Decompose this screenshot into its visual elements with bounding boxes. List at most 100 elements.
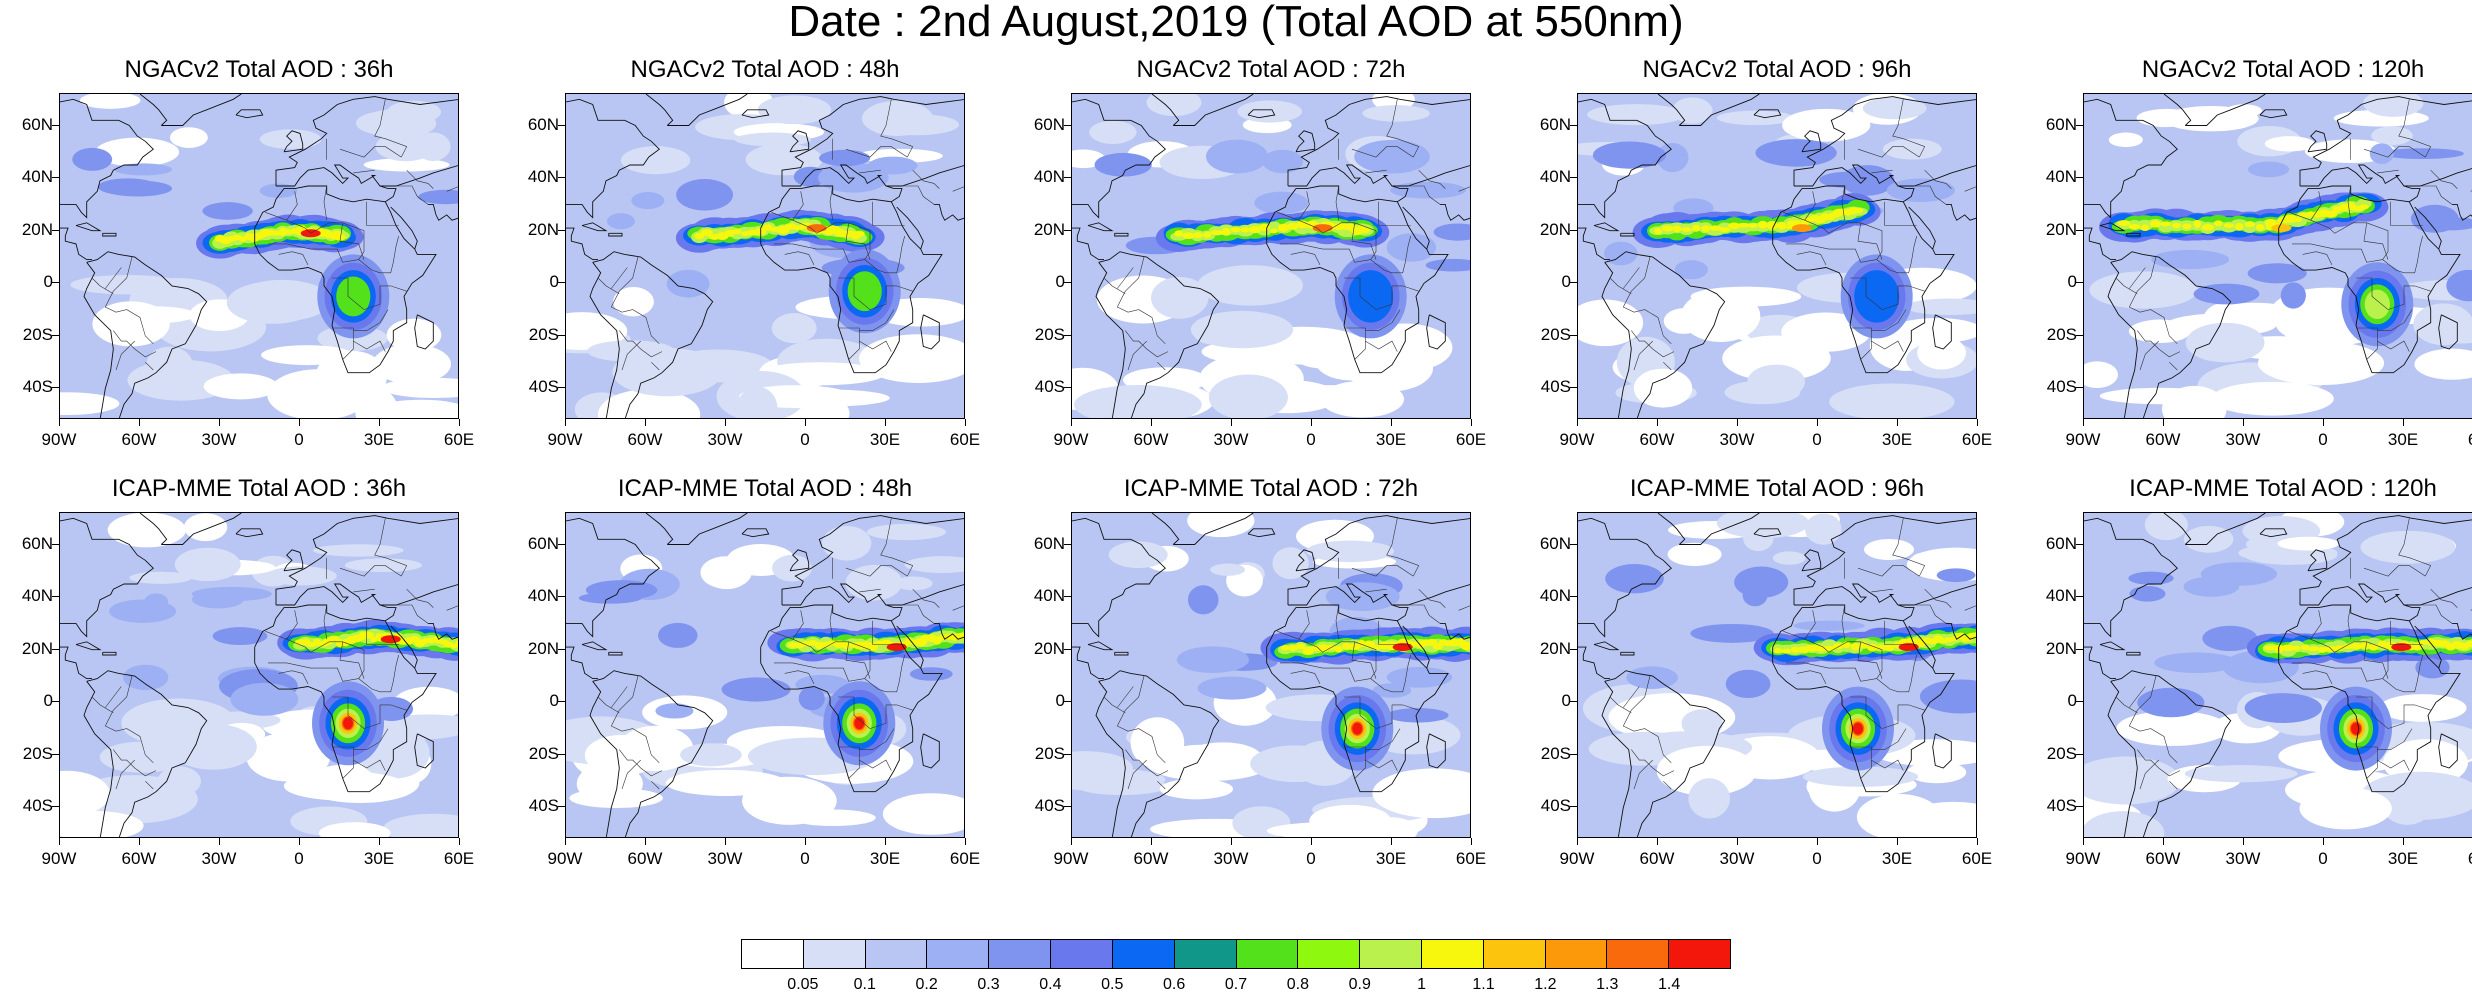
coastline (235, 528, 264, 538)
lon-label: 30E (1375, 849, 1407, 868)
country-border (1623, 686, 1640, 708)
low-aod-area (1781, 312, 1871, 352)
lon-tick (1737, 838, 1738, 845)
lat-tick (1570, 387, 1577, 389)
country-border (2115, 696, 2138, 714)
coastline (60, 646, 92, 680)
figure-title: Date : 2nd August,2019 (Total AOD at 550… (788, 0, 1684, 46)
country-border (2356, 277, 2405, 310)
lon-tick (1231, 419, 1232, 426)
moderate-aod-area (1793, 620, 1865, 631)
lon-tick (645, 419, 646, 426)
lon-tick (299, 419, 300, 426)
low-aod-area (2084, 811, 2165, 837)
coastline (2452, 622, 2472, 640)
lon-tick (139, 838, 140, 845)
lon-tick (885, 838, 886, 845)
country-border (1335, 185, 1339, 221)
lon-tick (1471, 419, 1472, 426)
coastline (1151, 94, 1180, 126)
country-border (1277, 631, 1377, 682)
low-aod-area (1108, 541, 1168, 568)
country-border (838, 327, 892, 352)
coastline (667, 513, 748, 545)
lon-tick (1071, 419, 1072, 426)
country-border (1914, 185, 1947, 205)
country-border (621, 340, 641, 371)
country-border (880, 518, 914, 577)
lon-tick (1977, 838, 1978, 845)
coastline (1426, 733, 1446, 769)
colorbar-label: 0.8 (1286, 976, 1309, 993)
aod-blobs (60, 513, 458, 837)
coastline (1426, 314, 1446, 350)
coastline (2414, 206, 2442, 250)
low-aod-area (267, 369, 370, 418)
colorbar-label: 1.3 (1596, 976, 1619, 993)
country-border (1876, 235, 1917, 274)
lon-label: 0 (1306, 849, 1316, 868)
country-border (880, 99, 914, 158)
smoke-plume-peak (1853, 722, 1863, 735)
country-border (1277, 212, 1377, 263)
country-border (115, 340, 135, 371)
lon-tick (565, 838, 566, 845)
moderate-aod-area (721, 677, 791, 702)
map-panel: NGACv2 Total AOD : 96h (1577, 57, 1977, 419)
country-border (771, 631, 871, 682)
country-border (1127, 759, 1147, 790)
low-aod-area (2128, 319, 2191, 344)
country-border (902, 185, 935, 205)
lat-label: 20S (1034, 324, 1065, 344)
coastline (1072, 98, 1166, 219)
low-aod-area (99, 741, 185, 773)
country-border (886, 704, 913, 711)
dust-plume (2140, 224, 2150, 232)
low-aod-area (2414, 348, 2472, 380)
country-border (1365, 728, 1401, 750)
country-border (91, 277, 114, 295)
coastline (1753, 528, 1782, 538)
lat-tick (558, 543, 565, 545)
moderate-aod-area (631, 192, 665, 210)
country-border (1117, 686, 1134, 708)
moderate-aod-area (1325, 582, 1400, 611)
lat-label: 40S (528, 796, 559, 816)
country-border (848, 760, 860, 779)
lat-label: 20N (21, 638, 53, 658)
lat-tick (2076, 334, 2083, 336)
country-border (1117, 267, 1134, 289)
coastline (390, 625, 418, 669)
lon-tick (2163, 419, 2164, 426)
low-aod-area (2210, 381, 2334, 416)
lon-label: 60W (627, 430, 663, 449)
lat-label: 40N (527, 586, 559, 606)
low-aod-area (1372, 768, 1470, 819)
country-border (1351, 641, 1377, 679)
country-border (1354, 341, 1366, 360)
dust-plume (1966, 632, 1976, 639)
low-aod-area (1681, 709, 1723, 738)
dust-plume (1360, 227, 1371, 234)
aod-blobs (1582, 513, 1976, 837)
country-border (1157, 780, 1166, 790)
map-frame (565, 512, 965, 838)
low-aod-area (597, 389, 701, 418)
lat-label: 40N (1033, 586, 1065, 606)
country-border (1351, 222, 1377, 260)
low-aod-area (1159, 778, 1234, 800)
lon-tick (1897, 838, 1898, 845)
moderate-aod-area (1919, 679, 1976, 714)
colorbar-label: 1.1 (1472, 976, 1495, 993)
country-border (1351, 146, 1414, 158)
country-border (2430, 169, 2458, 189)
moderate-aod-area (2137, 687, 2205, 718)
colorbar-label: 0.2 (915, 976, 938, 993)
country-border (115, 759, 135, 790)
coastline (934, 622, 964, 640)
lat-label: 40N (1539, 167, 1571, 187)
dust-plume (1708, 225, 1722, 231)
panel-title: ICAP-MME Total AOD : 120h (2129, 475, 2437, 502)
country-border (2420, 604, 2453, 624)
map-panel: ICAP-MME Total AOD : 36h (59, 476, 459, 838)
